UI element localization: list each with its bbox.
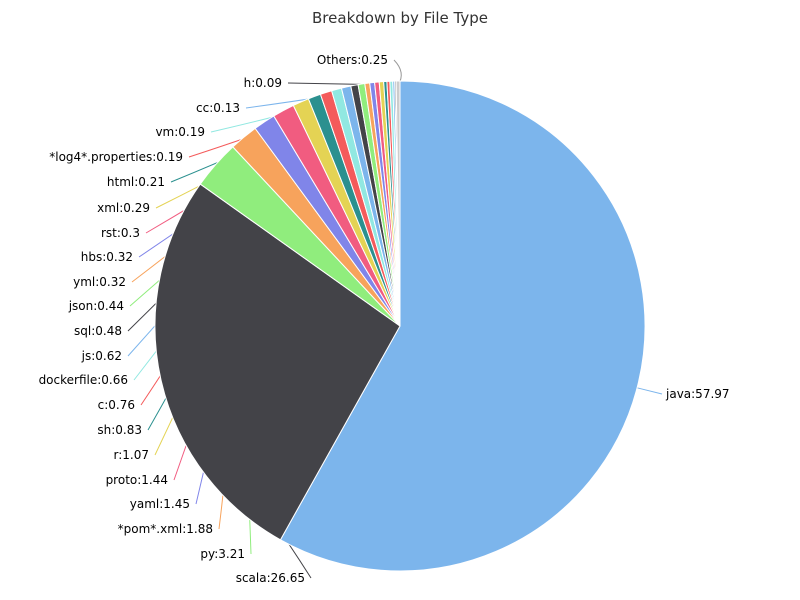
pie-slice-scala[interactable]	[154, 183, 401, 541]
data-label-rst: rst:0.3	[101, 226, 140, 240]
data-label-r: r:1.07	[114, 448, 149, 462]
data-label-others: Others:0.25	[317, 53, 388, 67]
data-label-xml: xml:0.29	[97, 201, 150, 215]
data-label-c: c:0.76	[98, 398, 135, 412]
data-label-yaml: yaml:1.45	[130, 497, 190, 511]
data-label-json: json:0.44	[68, 299, 124, 313]
data-label-sql: sql:0.48	[74, 324, 122, 338]
pie-slice-others[interactable]	[395, 80, 401, 327]
data-label-cc: cc:0.13	[196, 101, 240, 115]
data-label-scala: scala:26.65	[236, 571, 305, 585]
data-label-sh: sh:0.83	[97, 423, 142, 437]
data-label-java: java:57.97	[665, 387, 730, 401]
chart-title: Breakdown by File Type	[312, 9, 488, 27]
data-label-py: py:3.21	[200, 547, 245, 561]
data-label-html: html:0.21	[107, 175, 165, 189]
data-label-yml: yml:0.32	[73, 275, 126, 289]
data-label-dockerfile: dockerfile:0.66	[39, 373, 128, 387]
data-label-pom-xml: *pom*.xml:1.88	[118, 522, 213, 536]
pie-slice-java[interactable]	[279, 80, 646, 572]
data-label-h: h:0.09	[244, 76, 282, 90]
data-label-js: js:0.62	[81, 349, 122, 363]
connector-java	[636, 387, 663, 395]
data-label-proto: proto:1.44	[106, 473, 168, 487]
data-label-vm: vm:0.19	[155, 125, 205, 139]
data-label-log4-properties: *log4*.properties:0.19	[49, 150, 183, 164]
data-label-hbs: hbs:0.32	[81, 250, 133, 264]
